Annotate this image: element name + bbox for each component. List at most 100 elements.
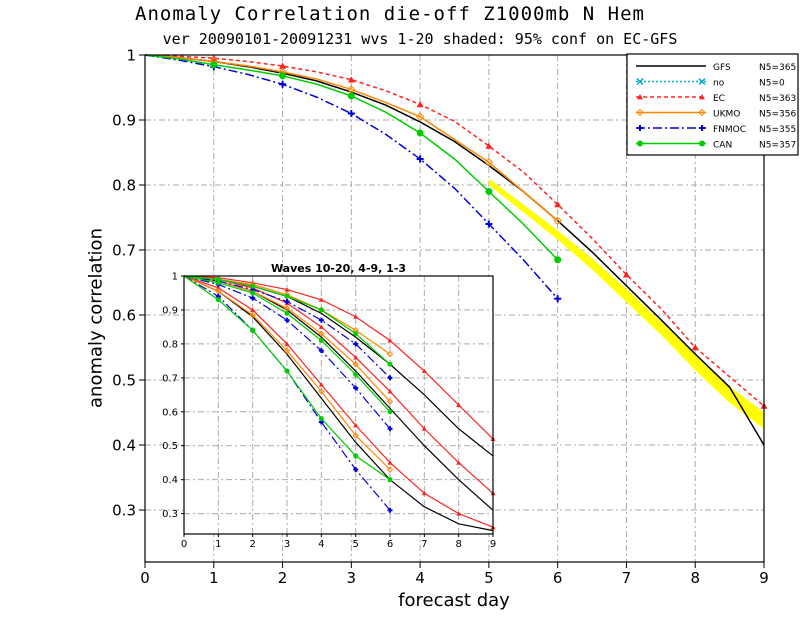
legend-label-gfs: GFS bbox=[713, 63, 731, 73]
inset-point-can-waves-1-3 bbox=[353, 331, 359, 337]
inset-point-fnmoc-waves-1-3 bbox=[353, 341, 359, 347]
main-y-tick-label: 0.5 bbox=[112, 371, 136, 389]
x-axis-label: forecast day bbox=[398, 590, 510, 611]
inset-point-can-waves-1-3 bbox=[250, 283, 256, 289]
inset-point-ec-waves-1-3 bbox=[284, 287, 290, 292]
chart-title: Anomaly Correlation die-off Z1000mb N He… bbox=[135, 3, 645, 25]
main-y-tick-label: 0.4 bbox=[112, 436, 136, 454]
legend-marker-no bbox=[698, 77, 706, 86]
inset-point-can-waves-4-9 bbox=[318, 338, 324, 343]
inset-point-can-waves-10-20 bbox=[215, 297, 221, 303]
main-point-fnmoc bbox=[416, 155, 424, 163]
inset-point-ukmo-waves-10-20 bbox=[215, 288, 222, 295]
main-point-can bbox=[485, 188, 493, 195]
inset-y-tick-label: 0.7 bbox=[162, 373, 178, 384]
inset-point-ukmo-waves-1-3 bbox=[386, 350, 394, 358]
inset-y-tick-label: 0.8 bbox=[162, 339, 178, 350]
main-frame bbox=[144, 54, 765, 563]
legend-marker-can bbox=[699, 140, 705, 147]
main-point-ukmo bbox=[553, 216, 562, 225]
inset-point-ec-waves-4-9 bbox=[456, 460, 462, 465]
legend-marker-ukmo bbox=[636, 108, 644, 117]
inset-point-can-waves-1-3 bbox=[387, 361, 393, 367]
main-point-can bbox=[347, 92, 355, 100]
main-point-can bbox=[554, 256, 562, 264]
legend-label-ec: EC bbox=[713, 94, 725, 104]
main-x-tick-label: 1 bbox=[209, 569, 219, 587]
inset-point-can-waves-10-20 bbox=[318, 416, 324, 422]
inset-point-ec-waves-1-3 bbox=[318, 297, 324, 302]
inset-point-ec-waves-10-20 bbox=[353, 422, 359, 428]
inset-series-line-gfs-waves-10-20 bbox=[183, 275, 494, 532]
legend-marker-no bbox=[636, 77, 644, 86]
inset-point-can-waves-4-9 bbox=[353, 371, 359, 377]
inset-point-fnmoc-waves-4-9 bbox=[387, 426, 393, 432]
inset-point-ec-waves-10-20 bbox=[387, 460, 393, 465]
inset-point-can-waves-4-9 bbox=[387, 409, 393, 415]
inset-point-ec-waves-4-9 bbox=[318, 324, 324, 329]
inset-point-ec-waves-10-20 bbox=[250, 307, 256, 312]
legend-marker-ec bbox=[637, 94, 643, 100]
legend-marker-ukmo bbox=[698, 108, 706, 117]
main-x-tick-label: 7 bbox=[622, 569, 632, 587]
main-x-tick-label: 4 bbox=[415, 569, 425, 587]
inset-point-can-waves-4-9 bbox=[284, 310, 290, 316]
inset-point-can-waves-10-20 bbox=[284, 368, 290, 374]
inset-point-fnmoc-waves-1-3 bbox=[284, 298, 290, 304]
main-point-ukmo bbox=[484, 158, 494, 167]
inset-point-fnmoc-waves-1-3 bbox=[387, 375, 393, 381]
inset-point-ec-waves-4-9 bbox=[421, 426, 427, 431]
main-y-tick-label: 0.8 bbox=[112, 176, 136, 194]
inset-point-ukmo-waves-10-20 bbox=[283, 347, 291, 354]
legend-box bbox=[626, 53, 799, 156]
inset-x-tick-label: 0 bbox=[181, 539, 187, 550]
inset-point-ec-waves-10-20 bbox=[456, 511, 462, 516]
legend-marker-fnmoc bbox=[637, 125, 643, 131]
inset-point-fnmoc-waves-4-9 bbox=[318, 348, 324, 354]
legend-count-ukmo: N5=356 bbox=[759, 110, 796, 120]
inset-y-tick-label: 0.9 bbox=[162, 305, 178, 316]
inset-point-ec-waves-4-9 bbox=[353, 354, 359, 360]
inset-point-ukmo-waves-10-20 bbox=[352, 432, 359, 439]
inset-point-fnmoc-waves-10-20 bbox=[353, 467, 359, 472]
inset-series-line-ec-waves-1-3 bbox=[183, 275, 494, 440]
legend-count-gfs: N5=365 bbox=[759, 63, 796, 73]
inset-point-ec-waves-10-20 bbox=[284, 341, 290, 346]
main-x-tick-label: 3 bbox=[347, 569, 357, 587]
legend-marker-fnmoc bbox=[699, 125, 705, 131]
inset-point-ukmo-waves-4-9 bbox=[386, 398, 394, 405]
main-point-ec bbox=[279, 62, 287, 69]
inset-y-tick-label: 0.3 bbox=[162, 509, 178, 520]
legend-count-can: N5=357 bbox=[759, 141, 796, 151]
inset-point-ec-waves-1-3 bbox=[387, 338, 393, 343]
inset-point-ec-waves-10-20 bbox=[318, 382, 324, 387]
inset-point-fnmoc-waves-4-9 bbox=[353, 385, 359, 391]
main-y-tick-label: 0.7 bbox=[112, 241, 136, 259]
inset-x-tick-label: 5 bbox=[352, 539, 358, 550]
main-point-ec bbox=[691, 344, 699, 351]
main-x-tick-label: 0 bbox=[140, 569, 150, 587]
inset-series-line-ukmo-waves-10-20 bbox=[183, 275, 391, 470]
main-point-can bbox=[279, 72, 287, 80]
inset-x-tick-label: 2 bbox=[249, 539, 255, 550]
main-y-tick-label: 0.3 bbox=[112, 501, 136, 519]
inset-point-can-waves-1-3 bbox=[284, 293, 290, 299]
inset-point-can-waves-4-9 bbox=[215, 280, 221, 286]
inset-frame bbox=[183, 275, 494, 535]
inset-point-fnmoc-waves-1-3 bbox=[318, 317, 324, 323]
legend-label-no: no bbox=[713, 79, 725, 89]
inset-x-tick-label: 1 bbox=[215, 539, 221, 550]
main-x-tick-label: 9 bbox=[759, 569, 769, 587]
legend-label-fnmoc: FNMOC bbox=[713, 125, 746, 135]
main-point-can bbox=[210, 61, 218, 69]
main-point-fnmoc bbox=[279, 80, 287, 88]
inset-point-ukmo-waves-10-20 bbox=[386, 466, 394, 473]
inset-point-can-waves-1-3 bbox=[318, 307, 324, 313]
legend-label-ukmo: UKMO bbox=[713, 110, 740, 120]
inset-x-tick-label: 6 bbox=[387, 539, 393, 550]
legend-marker-can bbox=[637, 140, 643, 147]
main-point-ec bbox=[485, 142, 493, 149]
inset-series-line-ec-waves-10-20 bbox=[183, 275, 494, 528]
main-x-tick-label: 6 bbox=[553, 569, 563, 587]
